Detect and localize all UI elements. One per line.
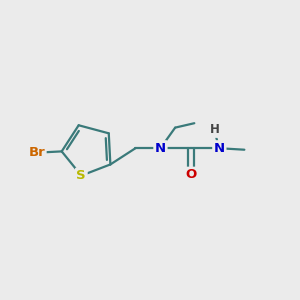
Text: N: N: [155, 142, 166, 155]
Text: S: S: [76, 169, 86, 182]
Text: H: H: [210, 124, 220, 136]
Text: Br: Br: [28, 146, 45, 159]
Text: O: O: [186, 168, 197, 181]
Text: N: N: [214, 142, 225, 155]
